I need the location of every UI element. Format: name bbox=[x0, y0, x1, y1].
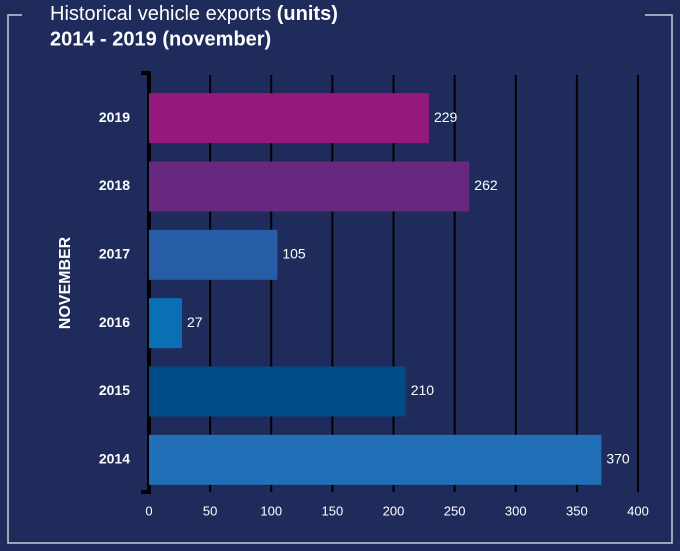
y-tick-label: 2015 bbox=[99, 382, 130, 398]
chart-title: Historical vehicle exports (units) bbox=[50, 3, 338, 25]
data-label: 262 bbox=[474, 177, 498, 193]
x-tick-label: 150 bbox=[322, 503, 344, 518]
data-label: 105 bbox=[282, 246, 306, 262]
x-tick-label: 0 bbox=[145, 503, 152, 518]
chart-subtitle: 2014 - 2019 (november) bbox=[50, 28, 271, 50]
x-tick-label: 250 bbox=[444, 503, 466, 518]
x-tick-label: 200 bbox=[383, 503, 405, 518]
y-tick-label: 2017 bbox=[99, 246, 130, 262]
bar bbox=[149, 93, 429, 144]
data-label: 210 bbox=[411, 382, 435, 398]
x-tick-label: 400 bbox=[627, 503, 649, 518]
bar bbox=[149, 161, 470, 212]
bar bbox=[149, 229, 278, 280]
y-tick-label: 2019 bbox=[99, 109, 130, 125]
bar bbox=[149, 434, 602, 485]
x-tick-label: 50 bbox=[203, 503, 217, 518]
data-label: 370 bbox=[606, 451, 630, 467]
x-tick-label: 300 bbox=[505, 503, 527, 518]
data-label: 229 bbox=[434, 109, 458, 125]
bar bbox=[149, 298, 183, 349]
data-label: 27 bbox=[187, 314, 203, 330]
title-unit: (units) bbox=[277, 3, 338, 25]
frame bbox=[7, 14, 673, 544]
title-text: Historical vehicle exports bbox=[50, 3, 271, 25]
y-axis-label: NOVEMBER bbox=[57, 236, 74, 329]
y-tick-label: 2018 bbox=[99, 177, 130, 193]
x-tick-label: 100 bbox=[260, 503, 282, 518]
y-tick-label: 2016 bbox=[99, 314, 130, 330]
x-tick-label: 350 bbox=[566, 503, 588, 518]
y-axis bbox=[141, 71, 151, 494]
y-tick-label: 2014 bbox=[99, 451, 130, 467]
bar bbox=[149, 366, 406, 417]
